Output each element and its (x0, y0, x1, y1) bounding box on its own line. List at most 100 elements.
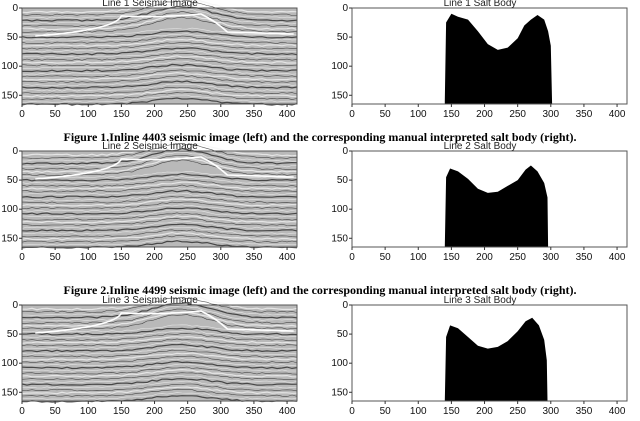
reflector-line (21, 41, 297, 50)
x-tick-label: 350 (246, 406, 263, 417)
reflector-line (21, 92, 298, 100)
reflector-line (21, 375, 298, 383)
salt-top-reflector (35, 13, 294, 37)
reflector-line (21, 159, 298, 176)
reflector-line (21, 189, 298, 199)
y-tick-label: 50 (7, 329, 19, 340)
y-tick-label: 150 (331, 90, 348, 101)
reflector-line (21, 368, 298, 378)
reflector-line (22, 94, 298, 103)
x-tick-label: 100 (80, 406, 97, 417)
x-tick-label: 250 (509, 109, 526, 120)
salt-title-1: Line 1 Salt Body (443, 0, 517, 9)
reflector-line (21, 35, 298, 44)
x-tick-label: 300 (542, 406, 559, 417)
reflector-line (21, 366, 298, 375)
x-tick-label: 200 (146, 252, 163, 263)
reflector-line (21, 192, 298, 201)
y-tick-label: 0 (342, 3, 348, 14)
reflector-line (21, 363, 297, 372)
reflector-line (21, 74, 298, 83)
y-tick-label: 0 (12, 3, 18, 14)
seismic-plot-2: 0 50 100 150 200 250 300 350 400 0 50 100 150 (1, 143, 298, 263)
reflector-line (21, 207, 298, 216)
reflector-line (21, 27, 298, 36)
seismic-reflectors (21, 0, 298, 106)
reflector-line (21, 229, 298, 238)
reflector-line (21, 235, 298, 243)
y-tick-label: 0 (12, 300, 18, 311)
figure-row-1: 0 50 100 150 200 250 300 350 400 0 50 100 150 Line 1… (0, 0, 640, 124)
reflector-line (21, 378, 298, 386)
reflector-line (21, 33, 298, 41)
x-tick-label: 150 (443, 406, 460, 417)
reflector-line (21, 0, 298, 14)
reflector-line (22, 238, 298, 246)
reflector-line (21, 88, 297, 98)
x-tick-label: 150 (443, 109, 460, 120)
x-tick-label: 250 (179, 109, 196, 120)
seismic-reflectors (21, 143, 298, 249)
reflector-line (21, 171, 298, 179)
x-tick-label: 350 (576, 109, 593, 120)
reflector-line (21, 380, 298, 389)
y-tick-label: 150 (1, 387, 18, 398)
reflector-line (21, 176, 298, 184)
x-tick-label: 50 (380, 406, 392, 417)
reflector-line (21, 0, 297, 16)
reflector-line (21, 332, 298, 341)
x-tick-label: 50 (50, 252, 62, 263)
reflector-line (21, 47, 298, 56)
reflector-line (21, 10, 298, 28)
x-tick-label: 350 (576, 406, 593, 417)
y-tick-label: 100 (1, 204, 18, 215)
reflector-line (21, 156, 298, 174)
reflector-line (22, 63, 298, 73)
reflector-line (21, 360, 298, 370)
reflector-line (21, 151, 298, 168)
x-tick-label: 300 (212, 109, 229, 120)
reflector-line (21, 49, 297, 58)
reflector-line (21, 84, 298, 92)
y-tick-label: 0 (342, 146, 348, 157)
x-tick-label: 50 (50, 406, 62, 417)
figure-caption-2: Figure 2.Inline 4499 seismic image (left… (63, 283, 577, 297)
reflector-line (21, 86, 298, 95)
x-tick-label: 50 (50, 109, 62, 120)
x-tick-label: 400 (609, 252, 626, 263)
x-tick-label: 0 (349, 406, 355, 417)
salt-panel-1: 0 50 100 150 200 250 300 350 400 0 50 100 150 Line 1… (330, 0, 630, 124)
seismic-title-2: Line 2 Seismic Image (102, 141, 198, 152)
salt-title-2: Line 2 Salt Body (443, 141, 517, 152)
reflector-line (21, 30, 298, 39)
plot-frame (351, 304, 628, 402)
reflector-line (21, 9, 298, 25)
seismic-panel-1: 0 50 100 150 200 250 300 350 400 0 50 100 150 Line 1… (0, 0, 300, 124)
reflector-line (21, 80, 298, 90)
reflector-line (21, 352, 298, 361)
salt-plot-2: 0 50 100 150 200 250 300 350 400 0 50 100 150 (331, 146, 628, 263)
reflector-line (21, 66, 298, 75)
reflector-line (21, 297, 298, 311)
x-tick-label: 100 (410, 252, 427, 263)
x-tick-label: 200 (146, 109, 163, 120)
x-tick-label: 250 (179, 252, 196, 263)
y-tick-label: 150 (331, 233, 348, 244)
salt-plot-3: 0 50 100 150 200 250 300 350 400 0 50 100 150 (331, 300, 628, 417)
x-tick-label: 300 (212, 406, 229, 417)
reflector-line (21, 392, 298, 400)
x-tick-label: 100 (410, 406, 427, 417)
x-tick-label: 150 (443, 252, 460, 263)
figure-row-2: 0 50 100 150 200 250 300 350 400 0 50 100 150 Line 2… (0, 141, 640, 267)
x-tick-label: 300 (212, 252, 229, 263)
y-tick-label: 50 (7, 32, 19, 43)
reflector-line (21, 314, 298, 330)
reflector-line (21, 209, 298, 218)
x-tick-label: 350 (576, 252, 593, 263)
x-tick-label: 250 (509, 252, 526, 263)
plot-frame (21, 7, 298, 105)
reflector-line (21, 218, 298, 227)
reflector-line (21, 355, 298, 364)
reflector-line (21, 181, 298, 190)
y-tick-label: 50 (7, 175, 19, 186)
